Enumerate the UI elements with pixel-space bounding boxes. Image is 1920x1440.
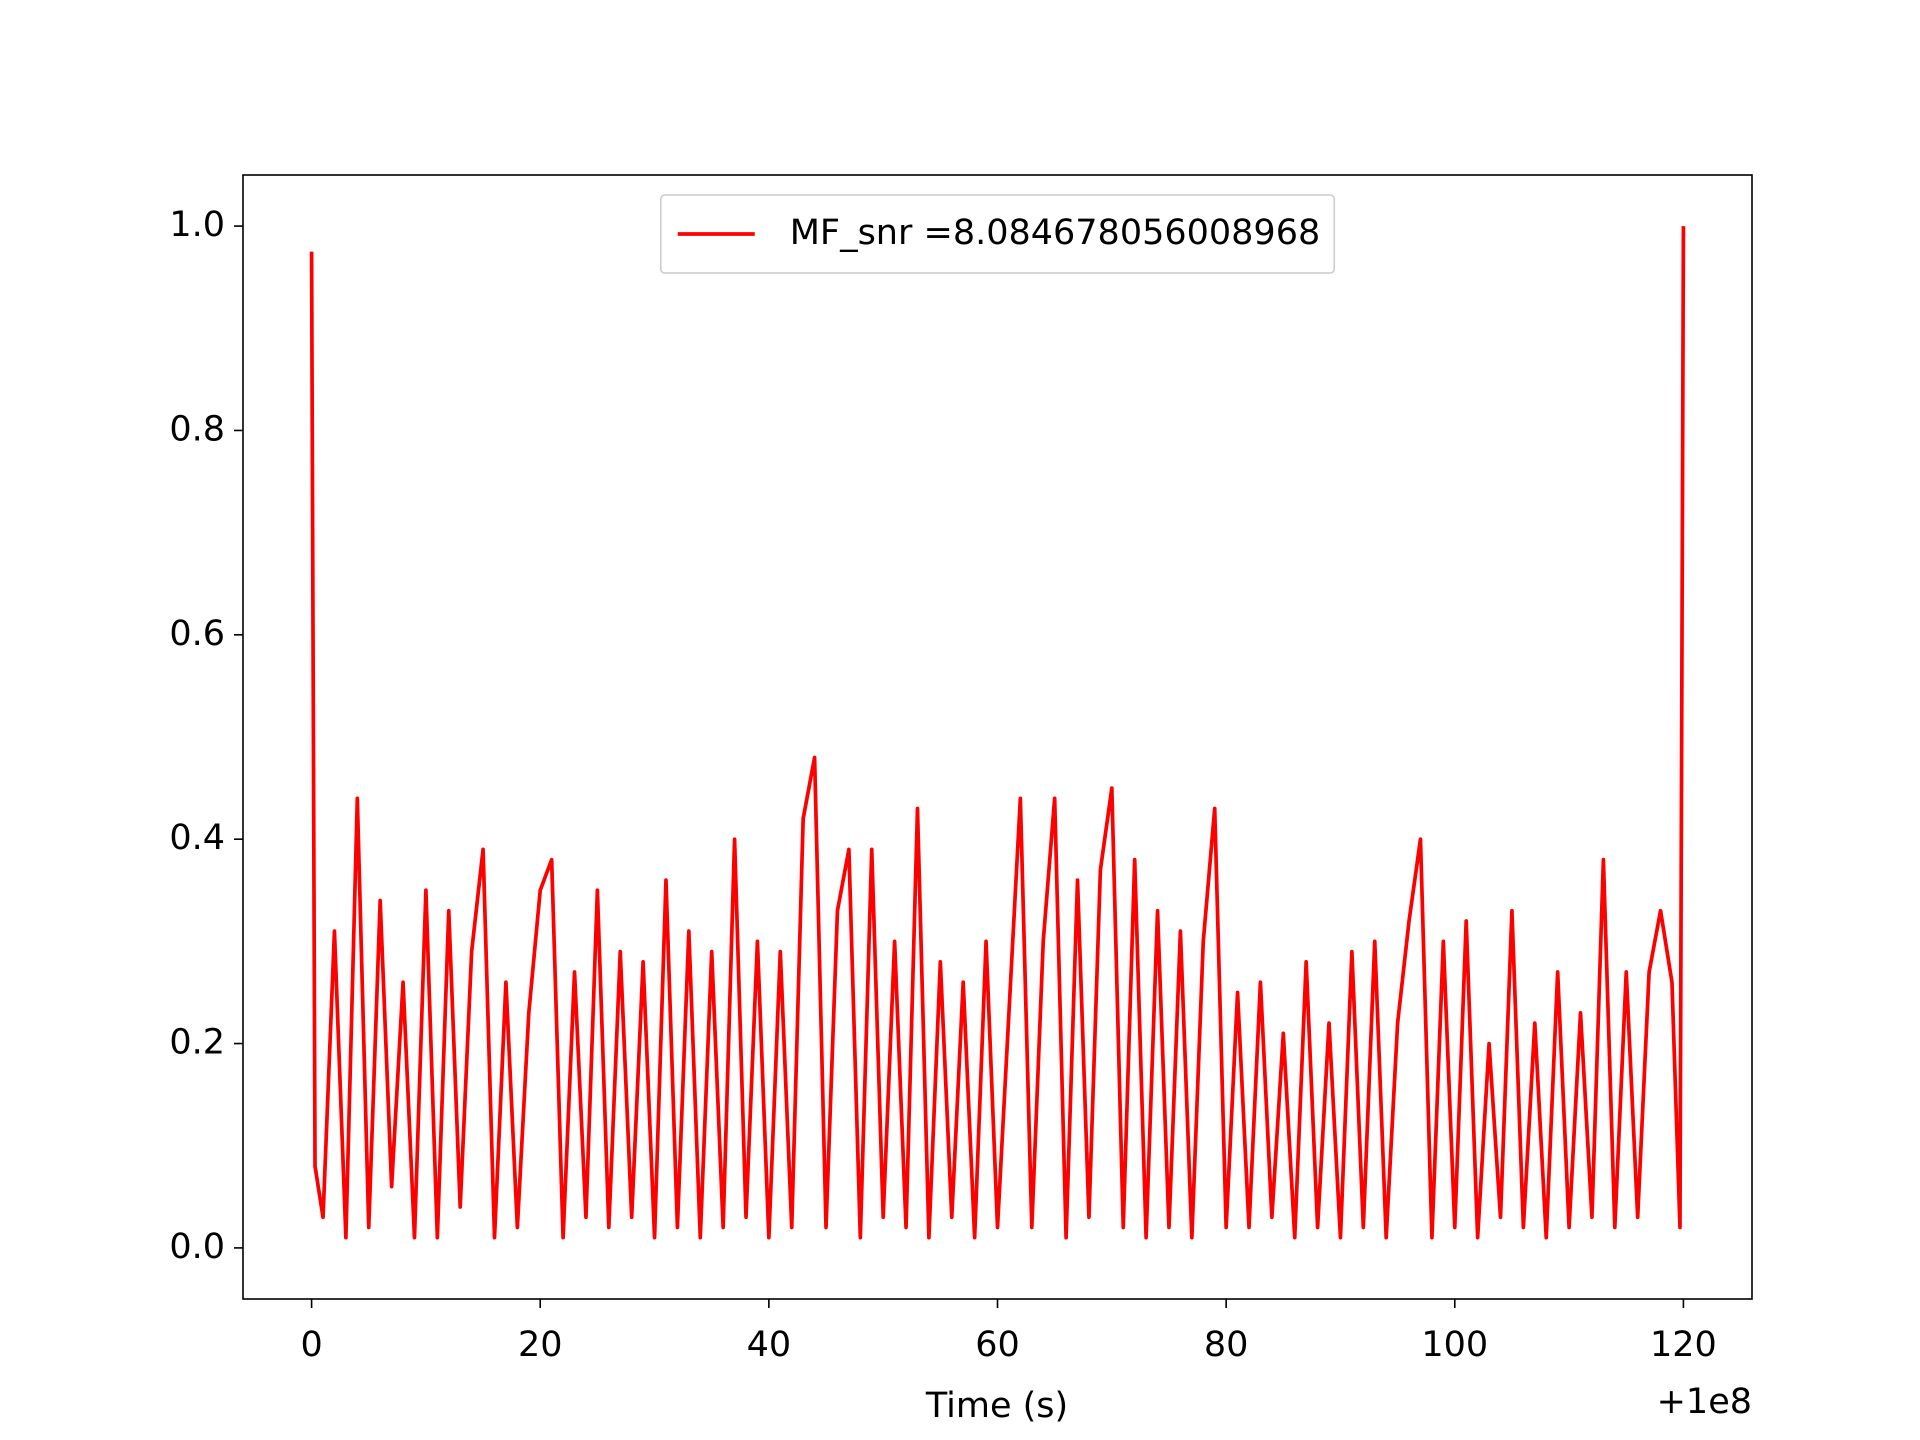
axes-frame [242,174,1753,1300]
y-tick-label: 1.0 [169,205,225,245]
x-tick-label: 80 [1204,1325,1249,1365]
y-tick-label: 0.6 [169,614,225,654]
x-tick-label: 60 [975,1325,1020,1365]
y-tick-label: 0.8 [169,409,225,449]
legend-label: MF_snr =8.084678056008968 [790,213,1321,253]
y-tick-label: 0.2 [169,1023,225,1063]
x-tick-label: 100 [1421,1325,1488,1365]
x-axis-label: Time (s) [925,1386,1068,1426]
x-offset-label: +1e8 [1657,1382,1752,1422]
x-tick-label: 120 [1650,1325,1717,1365]
y-tick-label: 0.4 [169,818,225,858]
x-tick-label: 40 [747,1325,792,1365]
x-tick-label: 20 [518,1325,563,1365]
y-tick-label: 0.0 [169,1227,225,1267]
x-tick-label: 0 [300,1325,322,1365]
line-series [309,226,1686,1240]
legend-box [659,194,1336,274]
legend: MF_snr =8.084678056008968 [659,194,1336,274]
